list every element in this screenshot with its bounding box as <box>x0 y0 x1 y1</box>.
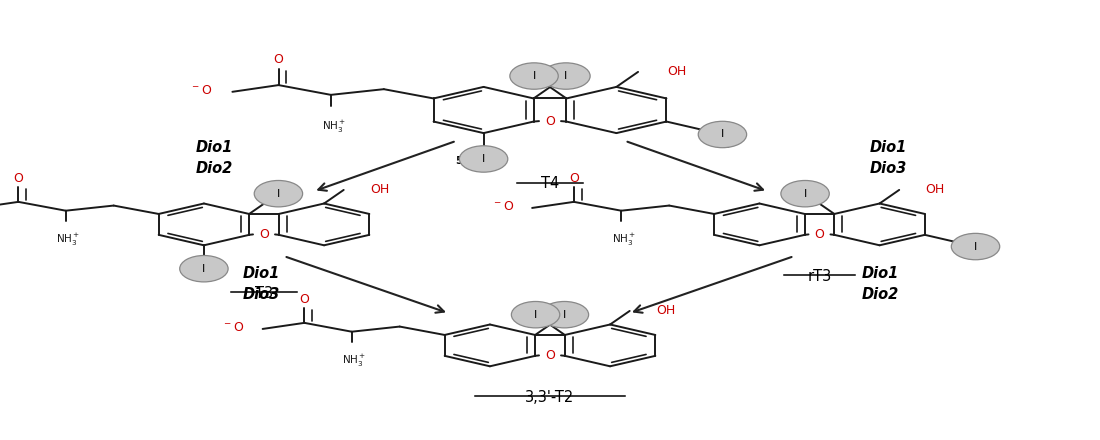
Text: $^-$O: $^-$O <box>222 321 244 334</box>
Text: O: O <box>546 349 554 362</box>
Text: I: I <box>534 310 537 320</box>
Text: I: I <box>277 189 280 199</box>
Text: I: I <box>563 310 566 320</box>
Ellipse shape <box>254 180 303 207</box>
Text: 5': 5' <box>723 140 734 150</box>
Text: 3': 3' <box>531 66 541 77</box>
Text: OH: OH <box>656 304 675 317</box>
Text: Dio1
Dio3: Dio1 Dio3 <box>870 140 907 176</box>
Text: I: I <box>974 242 977 252</box>
Ellipse shape <box>781 180 829 207</box>
Text: NH$_3^+$: NH$_3^+$ <box>342 353 366 369</box>
Text: 3,3'-T2: 3,3'-T2 <box>526 390 574 405</box>
Ellipse shape <box>952 233 1000 260</box>
Text: I: I <box>532 71 536 81</box>
Text: O: O <box>569 172 579 185</box>
Text: $^-$O: $^-$O <box>492 200 514 213</box>
Text: O: O <box>274 53 284 66</box>
Text: I: I <box>202 264 206 274</box>
Text: NH$_3^+$: NH$_3^+$ <box>612 232 636 248</box>
Ellipse shape <box>512 301 560 328</box>
Text: OH: OH <box>370 183 389 196</box>
Text: I: I <box>803 189 806 199</box>
Ellipse shape <box>179 256 228 282</box>
Text: Dio1
Dio3: Dio1 Dio3 <box>243 266 280 302</box>
Text: rT3: rT3 <box>807 269 832 284</box>
Ellipse shape <box>510 63 559 89</box>
Text: I: I <box>482 154 485 164</box>
Text: Dio1
Dio2: Dio1 Dio2 <box>861 266 899 302</box>
Text: NH$_3^+$: NH$_3^+$ <box>321 118 345 135</box>
Text: 3: 3 <box>529 69 537 79</box>
Text: T3: T3 <box>255 286 273 301</box>
Text: O: O <box>815 228 824 241</box>
Ellipse shape <box>540 301 589 328</box>
Text: OH: OH <box>667 66 686 78</box>
Text: I: I <box>564 71 568 81</box>
Text: O: O <box>260 228 268 241</box>
Ellipse shape <box>698 121 747 148</box>
Text: 5: 5 <box>455 156 463 166</box>
Text: O: O <box>546 114 554 128</box>
Text: I: I <box>720 129 724 139</box>
Text: NH$_3^+$: NH$_3^+$ <box>56 232 80 248</box>
Ellipse shape <box>541 63 590 89</box>
Text: $^-$O: $^-$O <box>190 84 212 97</box>
Text: O: O <box>13 172 23 185</box>
Text: Dio1
Dio2: Dio1 Dio2 <box>196 140 233 176</box>
Text: O: O <box>299 293 309 306</box>
Text: OH: OH <box>925 183 945 196</box>
Text: T4: T4 <box>541 176 559 191</box>
Ellipse shape <box>460 146 508 172</box>
